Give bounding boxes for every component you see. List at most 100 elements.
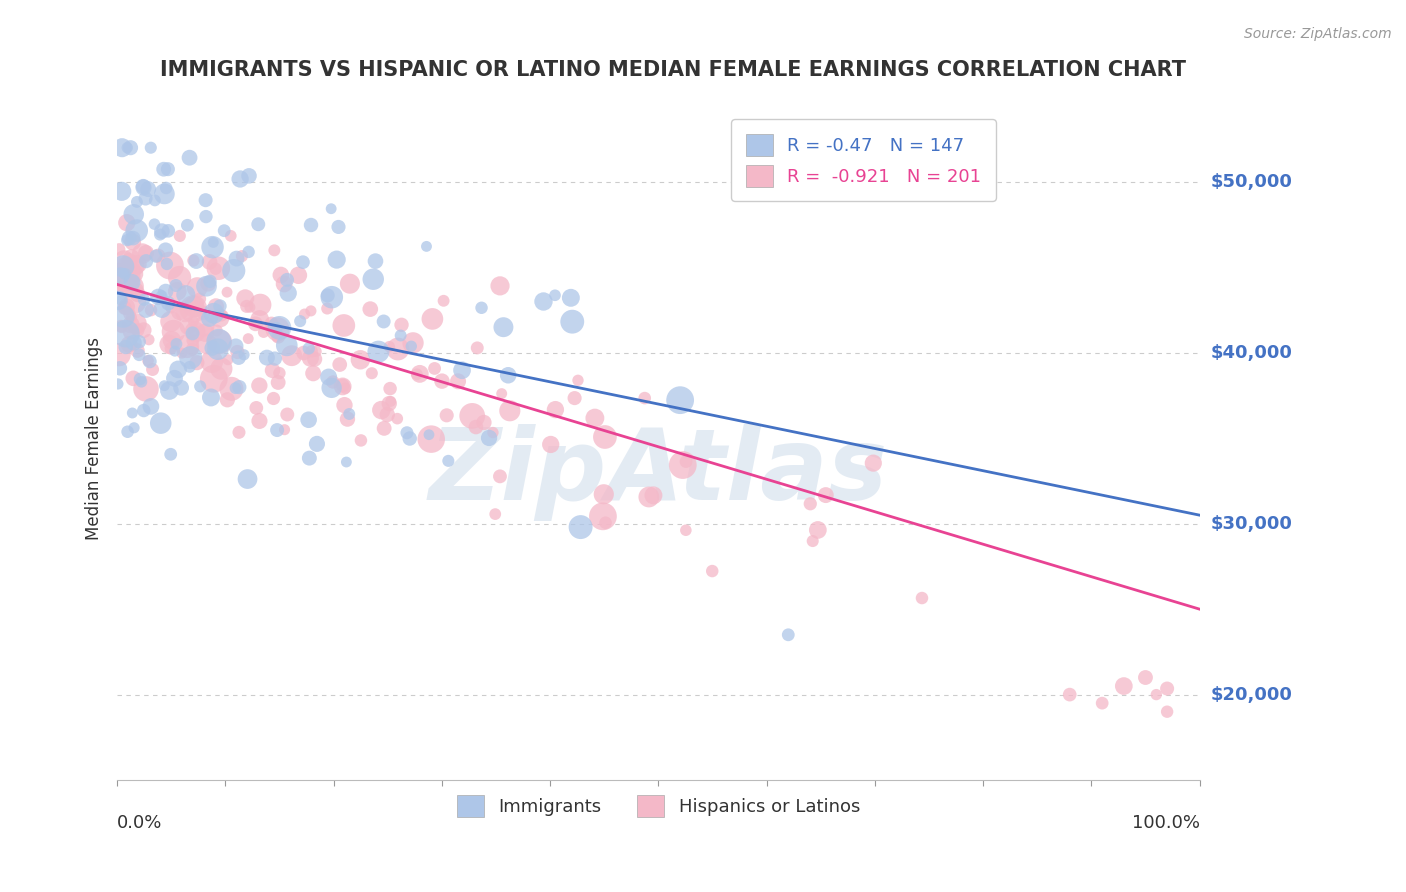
Point bbox=[110, 269, 132, 284]
Point bbox=[489, 278, 512, 293]
Point bbox=[193, 319, 215, 334]
Point bbox=[402, 335, 425, 350]
Point bbox=[228, 425, 250, 440]
Point bbox=[225, 339, 247, 353]
Point bbox=[139, 354, 162, 368]
Point bbox=[447, 374, 470, 388]
Point bbox=[1135, 671, 1157, 685]
Point bbox=[122, 421, 145, 435]
Point bbox=[266, 322, 288, 336]
Point bbox=[114, 267, 136, 281]
Point bbox=[675, 523, 697, 537]
Point bbox=[180, 351, 202, 365]
Point bbox=[437, 454, 460, 468]
Point bbox=[156, 257, 179, 271]
Point bbox=[378, 396, 401, 410]
Point bbox=[194, 210, 217, 224]
Point bbox=[1059, 688, 1081, 702]
Point bbox=[643, 488, 665, 502]
Point bbox=[120, 318, 142, 332]
Point bbox=[204, 261, 226, 276]
Point bbox=[544, 402, 567, 417]
Point bbox=[1091, 696, 1114, 710]
Point bbox=[478, 431, 501, 445]
Point bbox=[305, 344, 328, 359]
Point bbox=[120, 250, 142, 264]
Point bbox=[298, 342, 321, 356]
Point bbox=[108, 361, 131, 376]
Point bbox=[332, 379, 354, 393]
Point bbox=[108, 278, 131, 293]
Point bbox=[267, 329, 290, 343]
Point bbox=[131, 375, 153, 389]
Point bbox=[139, 303, 162, 318]
Point bbox=[115, 216, 138, 230]
Point bbox=[316, 301, 339, 316]
Point bbox=[299, 304, 322, 318]
Point bbox=[238, 169, 260, 183]
Point bbox=[238, 332, 260, 346]
Point bbox=[183, 300, 205, 314]
Point bbox=[115, 326, 138, 341]
Text: 100.0%: 100.0% bbox=[1132, 814, 1199, 832]
Point bbox=[135, 254, 157, 268]
Point bbox=[229, 172, 252, 186]
Point bbox=[1156, 705, 1178, 719]
Point bbox=[121, 406, 143, 420]
Point bbox=[215, 285, 238, 300]
Point bbox=[155, 243, 177, 257]
Point bbox=[174, 287, 197, 301]
Point bbox=[492, 320, 515, 334]
Point bbox=[567, 373, 589, 387]
Point bbox=[138, 333, 160, 347]
Point bbox=[350, 434, 373, 448]
Point bbox=[194, 193, 217, 207]
Point bbox=[201, 341, 224, 355]
Point bbox=[298, 451, 321, 466]
Point bbox=[702, 564, 724, 578]
Point bbox=[299, 218, 322, 232]
Point bbox=[132, 179, 155, 194]
Point bbox=[436, 409, 458, 423]
Point bbox=[277, 286, 299, 301]
Point bbox=[157, 337, 180, 351]
Point bbox=[181, 326, 204, 341]
Point bbox=[205, 299, 228, 313]
Point bbox=[117, 425, 139, 439]
Point bbox=[305, 437, 328, 451]
Point bbox=[170, 381, 193, 395]
Point bbox=[188, 292, 211, 306]
Point bbox=[110, 320, 132, 334]
Point bbox=[418, 427, 440, 442]
Point bbox=[110, 268, 132, 283]
Point bbox=[465, 341, 488, 355]
Point bbox=[201, 240, 224, 254]
Point bbox=[148, 249, 170, 263]
Point bbox=[132, 323, 155, 337]
Point bbox=[127, 323, 149, 337]
Point bbox=[208, 334, 231, 349]
Point bbox=[155, 285, 177, 299]
Text: ZipAtlas: ZipAtlas bbox=[429, 424, 889, 521]
Point bbox=[292, 346, 315, 360]
Point bbox=[337, 407, 360, 421]
Point bbox=[173, 306, 195, 320]
Point bbox=[122, 261, 145, 276]
Point bbox=[170, 346, 193, 360]
Point bbox=[193, 306, 215, 320]
Point bbox=[122, 207, 145, 221]
Point bbox=[406, 368, 429, 382]
Point bbox=[208, 334, 231, 349]
Point bbox=[183, 253, 205, 268]
Point bbox=[360, 366, 382, 380]
Point bbox=[1156, 681, 1178, 696]
Point bbox=[801, 534, 824, 549]
Point bbox=[583, 411, 606, 425]
Point bbox=[569, 520, 592, 534]
Point bbox=[370, 403, 392, 417]
Point bbox=[160, 333, 183, 347]
Point bbox=[202, 306, 225, 320]
Point bbox=[166, 337, 188, 351]
Point bbox=[127, 343, 149, 358]
Point bbox=[149, 227, 172, 242]
